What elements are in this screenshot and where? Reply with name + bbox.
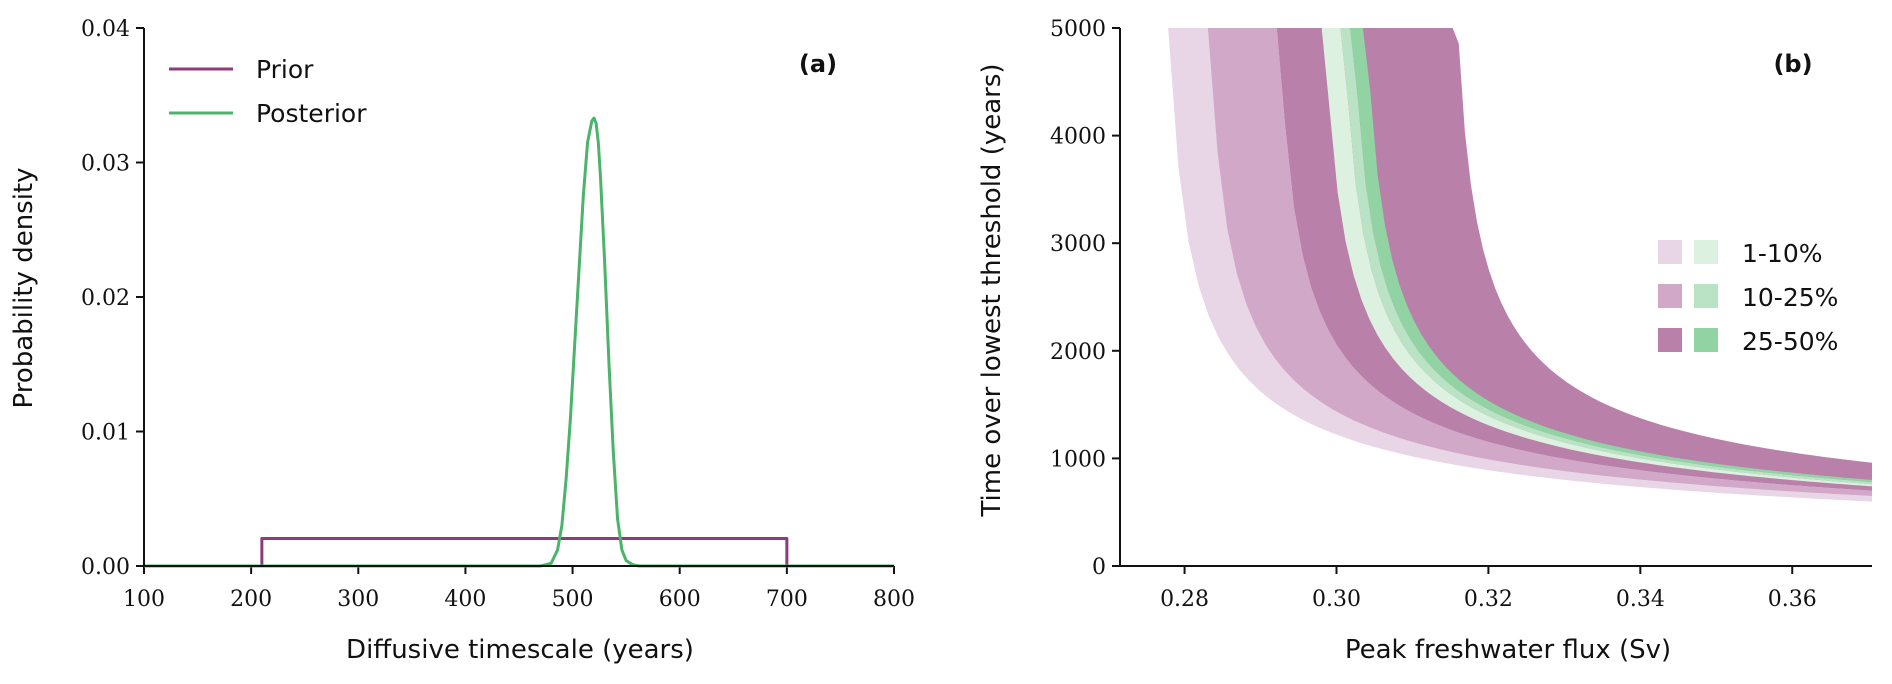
a-y-tick-label: 0.02 <box>81 286 130 311</box>
a-legend-posterior-label: Posterior <box>256 99 367 128</box>
a-y-tick-label: 0.01 <box>81 421 130 446</box>
b-legend-label-10-25: 10-25% <box>1742 283 1838 312</box>
b-legend-swatch-25-50-posterior <box>1694 328 1718 352</box>
b-legend-label-25-50: 25-50% <box>1742 327 1838 356</box>
a-panel-label: (a) <box>799 50 837 78</box>
b-legend-swatch-1-10-prior <box>1658 240 1682 264</box>
b-legend-swatch-10-25-posterior <box>1694 284 1718 308</box>
b-x-tick-label: 0.36 <box>1768 587 1817 612</box>
b-y-axis-label: Time over lowest threshold (years) <box>977 63 1007 517</box>
b-x-ticks: 0.28 0.30 0.32 0.34 0.36 <box>1160 566 1817 612</box>
a-x-tick-label: 800 <box>873 587 915 612</box>
a-x-axis-label: Diffusive timescale (years) <box>346 635 694 665</box>
b-legend-swatch-1-10-posterior <box>1694 240 1718 264</box>
b-x-tick-label: 0.32 <box>1464 587 1513 612</box>
panel-b: Time over lowest threshold (years) Peak … <box>977 17 1872 665</box>
a-x-tick-label: 500 <box>552 587 594 612</box>
a-series-prior-line <box>144 537 789 568</box>
a-y-tick-label: 0.04 <box>81 17 130 42</box>
b-y-tick-label: 3000 <box>1050 232 1106 257</box>
b-y-tick-label: 5000 <box>1050 17 1106 42</box>
b-x-tick-label: 0.34 <box>1616 587 1665 612</box>
b-y-tick-label: 4000 <box>1050 125 1106 150</box>
a-series <box>144 116 894 568</box>
b-y-tick-label: 1000 <box>1050 447 1106 472</box>
a-series-posterior-line <box>144 116 894 568</box>
a-y-tick-label: 0.00 <box>81 555 130 580</box>
b-x-axis-label: Peak freshwater flux (Sv) <box>1345 635 1671 665</box>
a-x-tick-label: 700 <box>766 587 808 612</box>
b-bands <box>1157 28 1872 502</box>
b-y-tick-label: 0 <box>1092 555 1106 580</box>
a-y-axis-label: Probability density <box>9 167 39 408</box>
b-legend-swatch-10-25-prior <box>1658 284 1682 308</box>
b-x-tick-label: 0.30 <box>1312 587 1361 612</box>
b-band-prior-10-25- <box>1198 28 1872 497</box>
a-y-ticks: 0.00 0.01 0.02 0.03 0.04 <box>81 17 144 580</box>
a-legend-prior-label: Prior <box>256 55 314 84</box>
b-legend-swatch-25-50-prior <box>1658 328 1682 352</box>
b-y-ticks: 0 1000 2000 3000 4000 5000 <box>1050 17 1120 580</box>
a-y-tick-label: 0.03 <box>81 152 130 177</box>
b-legend-label-1-10: 1-10% <box>1742 239 1823 268</box>
a-x-tick-label: 600 <box>659 587 701 612</box>
b-panel-label: (b) <box>1773 50 1812 78</box>
b-y-tick-label: 2000 <box>1050 340 1106 365</box>
a-x-tick-label: 200 <box>230 587 272 612</box>
b-x-tick-label: 0.28 <box>1160 587 1209 612</box>
a-legend: Prior Posterior <box>169 55 367 128</box>
b-legend: 1-10% 10-25% 25-50% <box>1658 239 1838 356</box>
a-x-tick-label: 100 <box>123 587 165 612</box>
a-x-tick-label: 300 <box>337 587 379 612</box>
a-x-ticks: 100 200 300 400 500 600 700 800 <box>123 566 915 612</box>
a-x-tick-label: 400 <box>444 587 486 612</box>
panel-a: Probability density Diffusive timescale … <box>9 17 915 665</box>
